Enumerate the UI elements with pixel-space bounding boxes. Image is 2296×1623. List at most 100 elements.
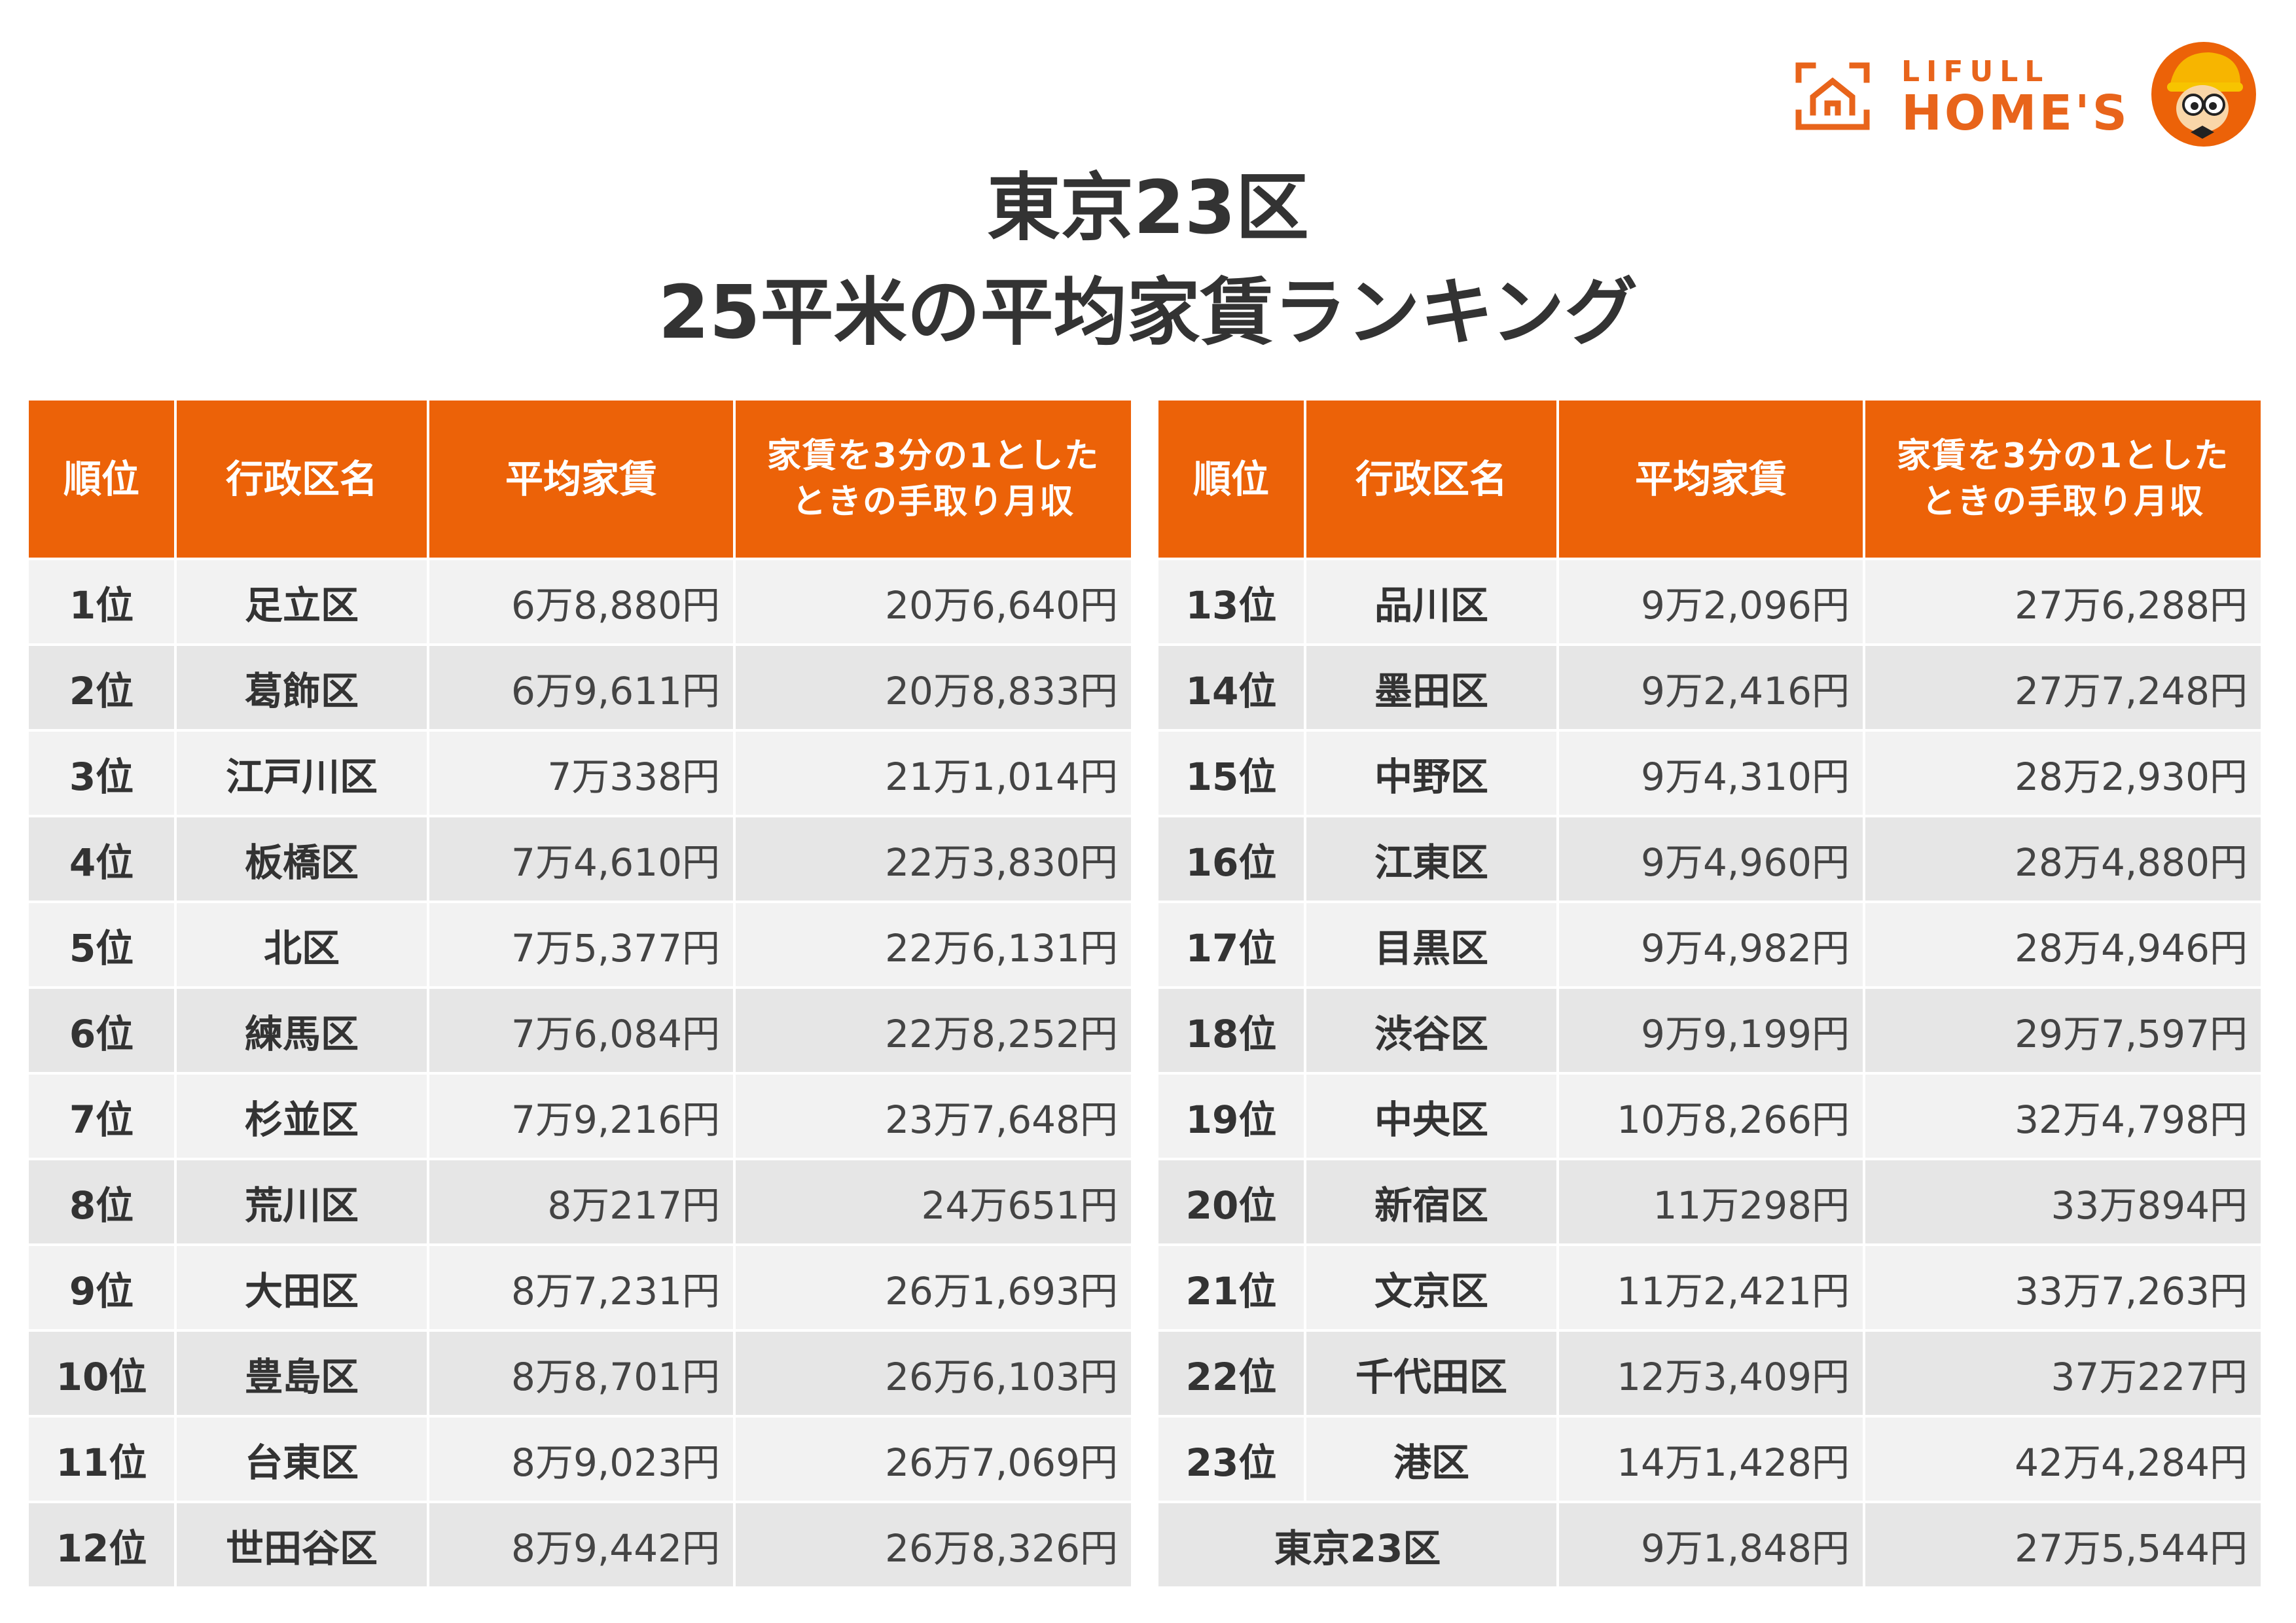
table-row: 3位 江戸川区 7万338円 21万1,014円 bbox=[29, 732, 1131, 815]
rent-cell: 8万9,442円 bbox=[429, 1503, 733, 1586]
title-line-1: 東京23区 bbox=[987, 166, 1309, 251]
ward-cell: 新宿区 bbox=[1306, 1160, 1556, 1243]
rank-cell: 16位 bbox=[1158, 817, 1304, 901]
rank-cell: 21位 bbox=[1158, 1246, 1304, 1329]
income-cell: 24万651円 bbox=[736, 1160, 1131, 1243]
header-income-line-2: ときの手取り月収 bbox=[1921, 482, 2204, 522]
ward-cell: 世田谷区 bbox=[177, 1503, 427, 1586]
ward-cell: 千代田区 bbox=[1306, 1332, 1556, 1415]
total-income-cell: 27万5,544円 bbox=[1865, 1503, 2261, 1586]
table-row: 18位 渋谷区 9万9,199円 29万7,597円 bbox=[1158, 989, 2261, 1072]
page-title: 東京23区 25平米の平均家賃ランキング bbox=[0, 156, 2296, 365]
total-row: 東京23区 9万1,848円 27万5,544円 bbox=[1158, 1503, 2261, 1586]
rent-cell: 11万298円 bbox=[1559, 1160, 1863, 1243]
header-ward: 行政区名 bbox=[177, 401, 427, 558]
income-cell: 26万6,103円 bbox=[736, 1332, 1131, 1415]
ward-cell: 大田区 bbox=[177, 1246, 427, 1329]
income-cell: 26万1,693円 bbox=[736, 1246, 1131, 1329]
rank-cell: 15位 bbox=[1158, 732, 1304, 815]
ward-cell: 荒川区 bbox=[177, 1160, 427, 1243]
ward-cell: 墨田区 bbox=[1306, 646, 1556, 729]
rent-cell: 9万2,096円 bbox=[1559, 560, 1863, 643]
rent-cell: 12万3,409円 bbox=[1559, 1332, 1863, 1415]
table-row: 1位 足立区 6万8,880円 20万6,640円 bbox=[29, 560, 1131, 643]
brand-name-top: LIFULL bbox=[1901, 55, 2050, 88]
table-row: 20位 新宿区 11万298円 33万894円 bbox=[1158, 1160, 2261, 1243]
rank-cell: 22位 bbox=[1158, 1332, 1304, 1415]
rank-cell: 5位 bbox=[29, 903, 174, 986]
ward-cell: 足立区 bbox=[177, 560, 427, 643]
ward-cell: 板橋区 bbox=[177, 817, 427, 901]
rent-cell: 6万8,880円 bbox=[429, 560, 733, 643]
header-income-line-2: ときの手取り月収 bbox=[791, 482, 1075, 522]
rank-cell: 18位 bbox=[1158, 989, 1304, 1072]
income-cell: 20万8,833円 bbox=[736, 646, 1131, 729]
ward-cell: 港区 bbox=[1306, 1418, 1556, 1501]
ward-cell: 中央区 bbox=[1306, 1075, 1556, 1158]
ward-cell: 渋谷区 bbox=[1306, 989, 1556, 1072]
income-cell: 29万7,597円 bbox=[1865, 989, 2261, 1072]
header-avg-rent: 平均家賃 bbox=[429, 401, 733, 558]
title-line-2: 25平米の平均家賃ランキング bbox=[658, 270, 1638, 355]
rank-cell: 9位 bbox=[29, 1246, 174, 1329]
rent-cell: 7万338円 bbox=[429, 732, 733, 815]
income-cell: 23万7,648円 bbox=[736, 1075, 1131, 1158]
ward-cell: 練馬区 bbox=[177, 989, 427, 1072]
table-row: 14位 墨田区 9万2,416円 27万7,248円 bbox=[1158, 646, 2261, 729]
ward-cell: 杉並区 bbox=[177, 1075, 427, 1158]
table-row: 12位 世田谷区 8万9,442円 26万8,326円 bbox=[29, 1503, 1131, 1586]
rent-cell: 9万2,416円 bbox=[1559, 646, 1863, 729]
rank-cell: 11位 bbox=[29, 1418, 174, 1501]
header-rank: 順位 bbox=[29, 401, 174, 558]
ward-cell: 葛飾区 bbox=[177, 646, 427, 729]
rank-cell: 20位 bbox=[1158, 1160, 1304, 1243]
total-rent-cell: 9万1,848円 bbox=[1559, 1503, 1863, 1586]
rent-cell: 6万9,611円 bbox=[429, 646, 733, 729]
mascot-icon bbox=[2151, 42, 2256, 147]
rent-cell: 10万8,266円 bbox=[1559, 1075, 1863, 1158]
income-cell: 28万4,946円 bbox=[1865, 903, 2261, 986]
rank-cell: 2位 bbox=[29, 646, 174, 729]
table-row: 11位 台東区 8万9,023円 26万7,069円 bbox=[29, 1418, 1131, 1501]
rank-cell: 13位 bbox=[1158, 560, 1304, 643]
header-income-line-1: 家賃を3分の1とした bbox=[1896, 437, 2230, 476]
table-row: 17位 目黒区 9万4,982円 28万4,946円 bbox=[1158, 903, 2261, 986]
table-row: 13位 品川区 9万2,096円 27万6,288円 bbox=[1158, 560, 2261, 643]
ward-cell: 品川区 bbox=[1306, 560, 1556, 643]
rent-cell: 9万4,982円 bbox=[1559, 903, 1863, 986]
table-row: 15位 中野区 9万4,310円 28万2,930円 bbox=[1158, 732, 2261, 815]
ward-cell: 中野区 bbox=[1306, 732, 1556, 815]
rent-cell: 7万6,084円 bbox=[429, 989, 733, 1072]
rent-cell: 8万7,231円 bbox=[429, 1246, 733, 1329]
rank-cell: 17位 bbox=[1158, 903, 1304, 986]
ward-cell: 江東区 bbox=[1306, 817, 1556, 901]
income-cell: 42万4,284円 bbox=[1865, 1418, 2261, 1501]
table-row: 4位 板橋区 7万4,610円 22万3,830円 bbox=[29, 817, 1131, 901]
table-header-row: 順位 行政区名 平均家賃 家賃を3分の1とした ときの手取り月収 bbox=[29, 401, 1131, 558]
house-logo-icon bbox=[1795, 62, 1870, 130]
rent-cell: 7万4,610円 bbox=[429, 817, 733, 901]
rank-cell: 12位 bbox=[29, 1503, 174, 1586]
ranking-table-left: 順位 行政区名 平均家賃 家賃を3分の1とした ときの手取り月収 1位 足立区 6万… bbox=[26, 398, 1134, 1589]
total-label-cell: 東京23区 bbox=[1158, 1503, 1556, 1586]
table-row: 23位 港区 14万1,428円 42万4,284円 bbox=[1158, 1418, 2261, 1501]
rank-cell: 23位 bbox=[1158, 1418, 1304, 1501]
table-row: 16位 江東区 9万4,960円 28万4,880円 bbox=[1158, 817, 2261, 901]
table-row: 22位 千代田区 12万3,409円 37万227円 bbox=[1158, 1332, 2261, 1415]
rank-cell: 8位 bbox=[29, 1160, 174, 1243]
table-row: 10位 豊島区 8万8,701円 26万6,103円 bbox=[29, 1332, 1131, 1415]
income-cell: 26万8,326円 bbox=[736, 1503, 1131, 1586]
income-cell: 32万4,798円 bbox=[1865, 1075, 2261, 1158]
table-row: 9位 大田区 8万7,231円 26万1,693円 bbox=[29, 1246, 1131, 1329]
ward-cell: 文京区 bbox=[1306, 1246, 1556, 1329]
ranking-table-right: 順位 行政区名 平均家賃 家賃を3分の1とした ときの手取り月収 13位 品川区 9… bbox=[1156, 398, 2263, 1589]
rent-cell: 14万1,428円 bbox=[1559, 1418, 1863, 1501]
rank-cell: 1位 bbox=[29, 560, 174, 643]
ward-cell: 豊島区 bbox=[177, 1332, 427, 1415]
table-row: 19位 中央区 10万8,266円 32万4,798円 bbox=[1158, 1075, 2261, 1158]
rank-cell: 7位 bbox=[29, 1075, 174, 1158]
rank-cell: 14位 bbox=[1158, 646, 1304, 729]
income-cell: 22万3,830円 bbox=[736, 817, 1131, 901]
header-ward: 行政区名 bbox=[1306, 401, 1556, 558]
table-row: 6位 練馬区 7万6,084円 22万8,252円 bbox=[29, 989, 1131, 1072]
